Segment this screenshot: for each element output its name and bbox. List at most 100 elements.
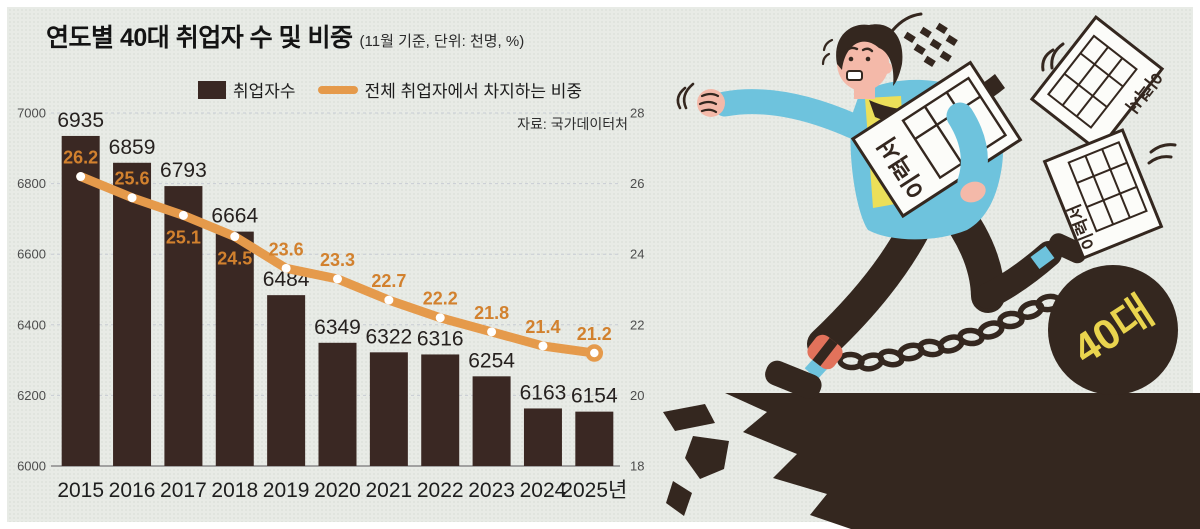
left-axis-tick-label: 7000 <box>17 106 46 121</box>
bar-value-label: 6154 <box>571 385 618 408</box>
flying-resume-page <box>1042 128 1164 260</box>
left-axis-tick-label: 6400 <box>17 317 46 332</box>
bar-value-label: 6935 <box>57 109 104 132</box>
ear <box>880 62 892 74</box>
chart-panel: 연도별 40대 취업자 수 및 비중 (11월 기준, 단위: 천명, %) 취업… <box>17 18 644 503</box>
bar-value-label: 6793 <box>160 159 207 182</box>
x-axis-label: 2016 <box>109 479 156 502</box>
shackled-shoe <box>765 360 822 399</box>
trend-value-label: 25.6 <box>115 169 150 189</box>
trend-point <box>76 172 86 182</box>
combo-bar-line-chart: 6000 18 6200 20 6400 22 6600 24 6800 26 7000 28 6935… <box>17 106 644 503</box>
trend-value-label: 23.6 <box>269 239 304 259</box>
fist-knuckle-lines <box>698 92 720 114</box>
trend-point-last <box>585 344 604 362</box>
front-arm-sleeve <box>946 102 988 196</box>
page-title: 연도별 40대 취업자 수 및 비중 <box>46 24 353 52</box>
bar <box>215 231 254 466</box>
speed-confetti <box>903 22 958 68</box>
bar <box>164 186 203 467</box>
bar-series-swatch-icon <box>198 80 226 99</box>
right-axis-tick-label: 28 <box>630 106 644 121</box>
flying-resume-grid <box>1046 34 1138 129</box>
bar <box>369 352 408 466</box>
right-axis-tick-label: 24 <box>630 247 644 262</box>
x-axis-label: 2022 <box>417 479 464 502</box>
bar <box>575 411 614 466</box>
flutter-marks <box>1041 42 1065 72</box>
right-axis-tick-label: 26 <box>630 176 644 191</box>
trend-point <box>538 341 548 351</box>
trend-value-label: 23.3 <box>320 250 355 270</box>
trend-point <box>384 295 394 305</box>
bar <box>61 135 100 466</box>
trend-point <box>178 210 188 220</box>
trend-value-label: 24.5 <box>217 249 252 269</box>
bar <box>421 354 460 466</box>
trend-point <box>230 232 240 242</box>
trend-value-label: 22.2 <box>423 289 458 309</box>
title-row: 연도별 40대 취업자 수 및 비중 (11월 기준, 단위: 천명, %) <box>46 18 524 54</box>
x-axis-label: 2019 <box>263 479 310 502</box>
back-arm <box>712 89 866 139</box>
hair-strand <box>891 12 923 32</box>
cliff-falling-chunk <box>685 436 729 479</box>
bar <box>318 342 357 466</box>
bent-sock <box>1030 245 1055 270</box>
left-axis-tick-label: 6600 <box>17 247 46 262</box>
title-unit-note: (11월 기준, 단위: 천명, %) <box>359 33 525 50</box>
gritted-teeth-mouth <box>846 70 863 81</box>
running-man-illustration: 40대 <box>663 12 1200 529</box>
flutter-marks <box>1147 143 1177 165</box>
bar <box>472 376 511 466</box>
trend-point <box>487 327 497 337</box>
trend-point <box>281 263 291 273</box>
x-axis-label: 2023 <box>468 479 515 502</box>
trend-value-label: 21.4 <box>525 317 560 337</box>
bar <box>267 295 306 466</box>
trend-value-label: 25.1 <box>166 227 201 247</box>
ankle-shackle <box>807 334 843 370</box>
cliff-ground <box>725 393 1200 529</box>
trend-value-label: 22.7 <box>371 271 406 291</box>
trend-point <box>435 313 445 323</box>
head <box>821 12 923 91</box>
x-axis-label: 2025년 <box>561 479 627 502</box>
flying-resume: 이력서 <box>1029 15 1166 153</box>
bar-value-label: 6664 <box>211 205 258 228</box>
running-man: 이력서 <box>676 12 1088 399</box>
flying-resume-page <box>1029 15 1165 153</box>
trend-value-label: 21.2 <box>577 324 612 344</box>
x-axis-label: 2024 <box>520 479 567 502</box>
trend-point <box>333 274 342 284</box>
breaking-cliff <box>663 393 1200 529</box>
bent-shoe <box>1048 233 1088 264</box>
trend-value-label: 26.2 <box>63 148 98 168</box>
bar-value-label: 6254 <box>468 349 515 372</box>
ball-and-chain: 40대 <box>837 265 1178 395</box>
bar-value-label: 6316 <box>417 327 464 350</box>
x-axis-label: 2015 <box>57 479 104 502</box>
sweat-drops <box>821 38 834 66</box>
x-axis-label: 2018 <box>211 479 258 502</box>
speed-lines <box>676 82 695 110</box>
flying-resume-grid <box>1067 141 1148 233</box>
chain <box>837 293 1063 372</box>
hair <box>836 24 903 86</box>
bar-value-label: 6163 <box>520 381 567 404</box>
eye <box>848 56 854 62</box>
right-axis-tick-label: 22 <box>630 317 644 332</box>
x-axis-label: 2020 <box>314 479 361 502</box>
x-axis-label: 2017 <box>160 479 207 502</box>
bar-series-label: 취업자수 <box>233 82 296 101</box>
x-axis-label: 2021 <box>366 479 413 502</box>
left-axis-tick-label: 6200 <box>17 388 46 403</box>
weight-ball <box>1048 265 1178 395</box>
cliff-falling-chunk <box>663 404 715 431</box>
hand <box>960 181 986 203</box>
right-axis-tick-label: 20 <box>630 388 644 403</box>
trend-point <box>127 193 137 203</box>
left-axis-tick-label: 6800 <box>17 176 46 191</box>
source-credit: 자료: 국가데이터처 <box>517 116 628 132</box>
